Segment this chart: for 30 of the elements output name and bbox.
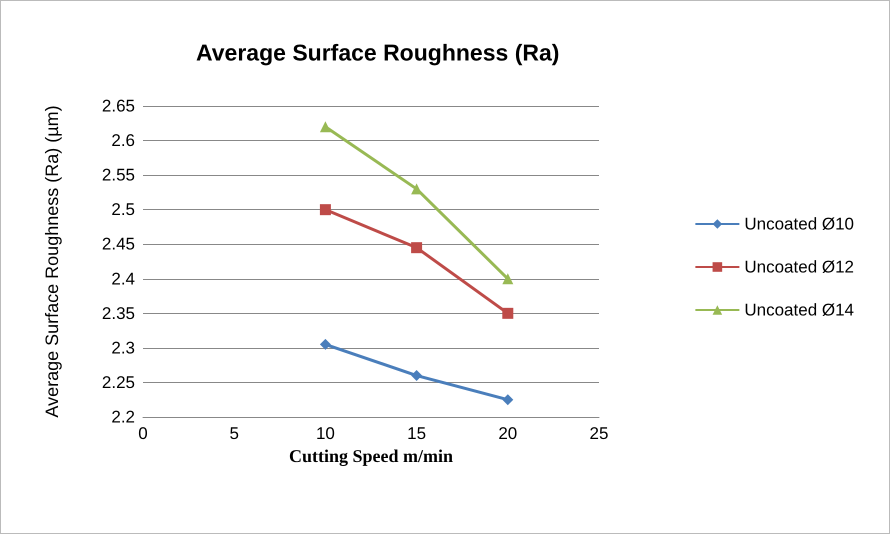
y-tick-label: 2.2	[111, 408, 135, 426]
y-tick-label: 2.5	[111, 200, 135, 220]
chart-title: Average Surface Roughness (Ra)	[196, 40, 560, 66]
x-tick-label: 0	[138, 424, 148, 443]
y-tick-label: 2.65	[102, 96, 135, 116]
y-tick-label: 2.3	[111, 338, 135, 358]
point	[502, 394, 514, 406]
x-tick-label: 5	[229, 424, 239, 443]
point	[320, 121, 331, 132]
legend-label: Uncoated Ø14	[744, 300, 854, 320]
x-axis-title: Cutting Speed m/min	[288, 446, 454, 466]
point	[411, 370, 422, 382]
y-tick-label: 2.45	[102, 234, 135, 254]
y-tick-label: 2.6	[111, 131, 135, 150]
legend-label: Uncoated Ø12	[744, 258, 854, 276]
y-tick-label: 2.25	[102, 372, 135, 392]
x-tick-label: 10	[316, 424, 335, 443]
point	[502, 308, 514, 319]
point	[502, 273, 514, 284]
x-tick-label: 15	[407, 424, 426, 443]
y-tick-label: 2.4	[111, 269, 135, 288]
point	[411, 242, 422, 254]
y-axis-title: Average Surface Roughness (Ra) (µm)	[42, 105, 62, 418]
legend-label: Uncoated Ø10	[744, 214, 854, 234]
y-tick-label: 2.35	[102, 304, 135, 323]
point	[320, 204, 331, 216]
x-tick-label: 20	[498, 424, 518, 443]
point	[320, 338, 331, 350]
y-tick-label: 2.55	[102, 166, 135, 185]
x-tick-label: 25	[590, 424, 608, 443]
